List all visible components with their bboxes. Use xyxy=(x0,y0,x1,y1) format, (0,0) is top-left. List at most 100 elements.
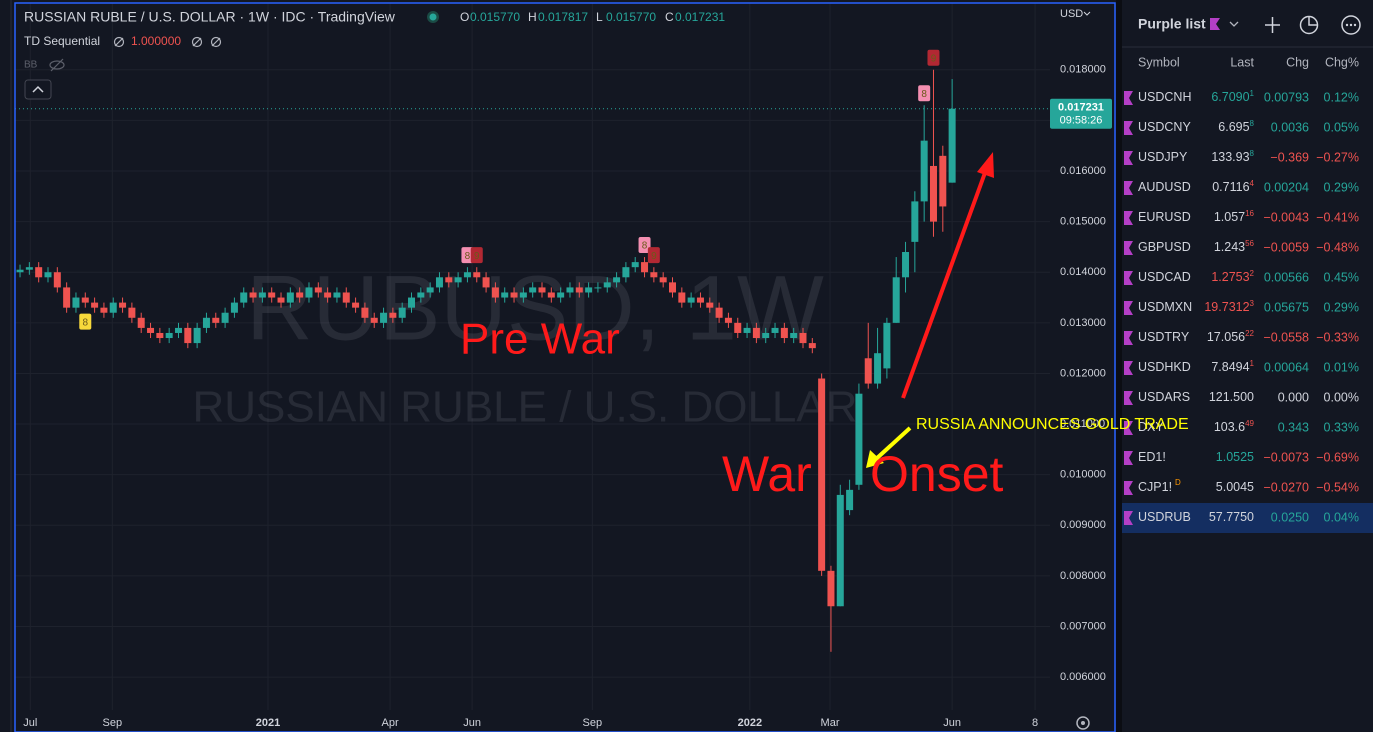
candle-body xyxy=(631,262,639,268)
last-sup: 4 xyxy=(1250,179,1255,188)
column-header: Chg% xyxy=(1325,55,1359,69)
y-tick-label: 0.008000 xyxy=(1060,570,1106,582)
chg: −0.0059 xyxy=(1263,240,1309,254)
candle-body xyxy=(920,140,928,202)
last-price-label: 0.017231 xyxy=(1058,102,1104,114)
candle-body xyxy=(929,165,937,222)
candle-body xyxy=(25,267,33,270)
candle-body xyxy=(454,277,462,283)
candle-body xyxy=(734,322,742,333)
symbol: ED1! xyxy=(1138,450,1166,464)
candle-body xyxy=(557,292,565,298)
ohlc-key: C xyxy=(665,10,674,24)
td-label: 9 xyxy=(651,251,657,262)
chg-pct: −0.27% xyxy=(1316,150,1359,164)
candle-body xyxy=(864,358,872,384)
active-pane-border xyxy=(14,2,1116,732)
candle-body xyxy=(445,277,453,283)
candle-body xyxy=(119,302,127,308)
last-sup: 8 xyxy=(1250,149,1255,158)
gear-center xyxy=(1081,721,1085,725)
candle-body xyxy=(212,317,220,323)
eye-off-icon[interactable] xyxy=(49,58,65,72)
last-sup: 22 xyxy=(1245,329,1254,338)
last: 103.6 xyxy=(1214,420,1245,434)
x-tick-label: Jun xyxy=(463,717,481,729)
candle-body xyxy=(687,297,695,303)
candle-body xyxy=(193,327,201,344)
dropdown-chevron[interactable] xyxy=(1229,21,1239,27)
chg: 0.00793 xyxy=(1264,90,1309,104)
candle-body xyxy=(696,297,704,303)
icon xyxy=(210,36,222,48)
selected-row[interactable] xyxy=(1122,503,1373,533)
candle-body xyxy=(724,317,732,323)
currency-chevron[interactable] xyxy=(1083,11,1091,16)
last-sup: 1 xyxy=(1250,89,1255,98)
gear[interactable] xyxy=(1076,716,1090,730)
last-sup: 8 xyxy=(1250,119,1255,128)
candle-body xyxy=(230,302,238,313)
candle-body xyxy=(184,327,192,344)
arrow-head xyxy=(977,152,994,178)
settings-icon[interactable] xyxy=(1076,716,1090,730)
candle-body xyxy=(35,267,43,278)
row-flag xyxy=(1124,121,1133,135)
symbol-cell: AUDUSD xyxy=(1138,180,1191,194)
symbol: CJP1! xyxy=(1138,480,1172,494)
candle-body xyxy=(883,322,891,369)
annotation: Onset xyxy=(870,446,1004,502)
menu-icon[interactable] xyxy=(1341,15,1361,35)
candle-body xyxy=(435,277,443,288)
candle-body xyxy=(491,287,499,298)
chart-icon[interactable] xyxy=(1299,15,1319,35)
chg-pct: 0.01% xyxy=(1324,360,1359,374)
last-cell: 6.70901 xyxy=(1211,89,1254,104)
candle-body xyxy=(426,287,434,293)
candle-body xyxy=(408,297,416,308)
candle-body xyxy=(874,353,882,384)
icon xyxy=(49,60,65,70)
indicator-name: TD Sequential xyxy=(24,34,100,48)
row-flag xyxy=(1124,301,1133,315)
candle-body xyxy=(501,292,509,298)
candle-body xyxy=(221,312,229,323)
candle-body xyxy=(547,292,555,298)
divider xyxy=(1116,0,1122,732)
red-arrow xyxy=(901,152,994,399)
column-header: Last xyxy=(1230,55,1254,69)
icon xyxy=(50,58,64,72)
td-label: 8 xyxy=(921,89,927,100)
chg-pct: 0.33% xyxy=(1324,420,1359,434)
symbol: USDJPY xyxy=(1138,150,1188,164)
watchlist: Symbol Last Chg Chg%USDCNH 6.70901 0.00793 0.1… xyxy=(1122,55,1373,533)
candle-body xyxy=(156,332,164,339)
candle-body xyxy=(939,155,947,207)
ohlc-value: 0.017231 xyxy=(675,10,725,24)
symbol-cell: USDHKD xyxy=(1138,360,1191,374)
chevron xyxy=(32,85,44,93)
candle-body xyxy=(613,277,621,283)
symbol: DXY xyxy=(1138,420,1164,434)
candle-body xyxy=(575,287,583,293)
symbol: USDCNH xyxy=(1138,90,1191,104)
candle-body xyxy=(324,292,332,298)
td-label-box xyxy=(470,247,483,264)
candle-body xyxy=(314,287,322,293)
chart-icon xyxy=(1308,17,1317,26)
candle-body xyxy=(743,327,751,333)
last-sup: 1 xyxy=(1250,359,1255,368)
chg-pct: 0.29% xyxy=(1324,300,1359,314)
candle-body xyxy=(762,332,770,339)
chg: 0.000 xyxy=(1278,390,1309,404)
candle-body xyxy=(641,262,649,273)
candle-body xyxy=(109,302,117,313)
td-label-box xyxy=(638,237,651,254)
chg: −0.369 xyxy=(1270,150,1309,164)
candle-body xyxy=(16,269,24,273)
last: 133.93 xyxy=(1211,150,1249,164)
chg: 0.00566 xyxy=(1264,270,1309,284)
chg: 0.00204 xyxy=(1264,180,1309,194)
symbol: USDMXN xyxy=(1138,300,1192,314)
collapse-button[interactable] xyxy=(24,79,52,100)
